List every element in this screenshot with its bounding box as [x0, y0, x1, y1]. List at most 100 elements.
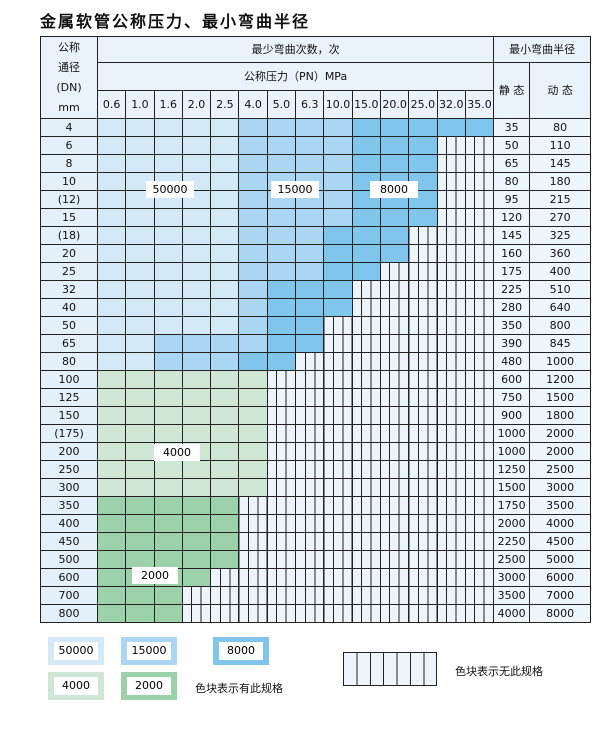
cell-cycles-2000 [181, 568, 212, 587]
cell-cycles-8000 [266, 352, 297, 371]
cell-cycles-50000 [125, 298, 155, 317]
cell-cycles-50000 [210, 244, 240, 263]
cell-unavailable [408, 514, 438, 533]
dynamic-radius-cell: 800 [529, 316, 592, 335]
cell-cycles-50000 [96, 244, 127, 263]
cell-cycles-8000 [408, 136, 438, 155]
cell-unavailable [408, 604, 438, 623]
table-row: 100 600 1200 [40, 370, 592, 389]
cell-unavailable [266, 478, 297, 497]
cell-cycles-8000 [351, 136, 381, 155]
cell-cycles-4000 [153, 460, 183, 479]
cell-unavailable [436, 460, 466, 479]
cell-cycles-4000 [125, 406, 155, 425]
dn-header-line: 通径 [58, 60, 80, 74]
cell-unavailable [295, 532, 325, 551]
cell-unavailable [266, 442, 297, 461]
cell-cycles-2000 [210, 496, 240, 515]
cell-cycles-15000 [238, 154, 268, 173]
cell-cycles-2000 [96, 550, 127, 569]
cell-cycles-2000 [96, 514, 127, 533]
static-radius-cell: 1500 [493, 478, 531, 497]
cell-cycles-50000 [153, 226, 183, 245]
cell-unavailable [436, 496, 466, 515]
cell-unavailable [379, 514, 410, 533]
static-radius-cell: 1250 [493, 460, 531, 479]
legend-15000: 15000 [121, 637, 177, 665]
cell-unavailable [351, 550, 381, 569]
cell-unavailable [408, 370, 438, 389]
cell-unavailable [238, 514, 268, 533]
cell-unavailable [323, 514, 353, 533]
cell-cycles-15000 [266, 154, 297, 173]
cell-unavailable [295, 514, 325, 533]
cell-unavailable [323, 424, 353, 443]
cell-unavailable [464, 298, 495, 317]
cell-unavailable [379, 442, 410, 461]
dn-cell: 32 [40, 280, 98, 299]
cell-cycles-50000 [210, 316, 240, 335]
dn-cell: 125 [40, 388, 98, 407]
cell-cycles-8000 [295, 298, 325, 317]
dn-cell: 700 [40, 586, 98, 605]
cell-unavailable [408, 262, 438, 281]
cell-unavailable [436, 244, 466, 263]
cell-unavailable [266, 388, 297, 407]
cell-unavailable [436, 208, 466, 227]
cell-cycles-4000 [96, 406, 127, 425]
cell-cycles-50000 [153, 262, 183, 281]
cell-cycles-50000 [96, 352, 127, 371]
cell-unavailable [323, 406, 353, 425]
cell-cycles-50000 [96, 298, 127, 317]
static-radius-cell: 900 [493, 406, 531, 425]
dynamic-radius-cell: 1800 [529, 406, 592, 425]
cell-cycles-2000 [153, 604, 183, 623]
cell-unavailable [351, 280, 381, 299]
region-label-50000: 50000 [146, 181, 194, 198]
dn-cell: 450 [40, 532, 98, 551]
cell-unavailable [238, 586, 268, 605]
cell-cycles-15000 [295, 118, 325, 137]
cell-cycles-8000 [323, 244, 353, 263]
dn-cell: 500 [40, 550, 98, 569]
cell-cycles-8000 [379, 118, 410, 137]
cell-cycles-15000 [238, 244, 268, 263]
table-row: 350 1750 3500 [40, 496, 592, 515]
cell-unavailable [379, 586, 410, 605]
cell-cycles-2000 [96, 532, 127, 551]
cell-cycles-50000 [125, 334, 155, 353]
cell-cycles-2000 [125, 586, 155, 605]
pressure-col-header: 2.5 [210, 90, 240, 119]
static-radius-cell: 750 [493, 388, 531, 407]
cell-unavailable [379, 460, 410, 479]
dynamic-radius-cell: 845 [529, 334, 592, 353]
cell-unavailable [408, 226, 438, 245]
table-row: (175) 1000 2000 [40, 424, 592, 443]
dn-cell: (12) [40, 190, 98, 209]
cell-cycles-50000 [125, 262, 155, 281]
cell-unavailable [436, 262, 466, 281]
cell-unavailable [266, 424, 297, 443]
cell-cycles-50000 [125, 208, 155, 227]
cell-cycles-8000 [379, 154, 410, 173]
cell-unavailable [436, 190, 466, 209]
cell-unavailable [436, 478, 466, 497]
cell-cycles-50000 [181, 298, 212, 317]
cell-unavailable [464, 352, 495, 371]
cell-unavailable [323, 586, 353, 605]
cell-cycles-15000 [238, 190, 268, 209]
legend-available-text: 色块表示有此规格 [195, 682, 283, 695]
cell-cycles-4000 [181, 478, 212, 497]
cell-cycles-4000 [238, 442, 268, 461]
cell-cycles-2000 [181, 550, 212, 569]
cell-unavailable [464, 568, 495, 587]
static-radius-cell: 225 [493, 280, 531, 299]
cell-unavailable [408, 460, 438, 479]
table-row: 4 35 80 [40, 118, 592, 137]
cell-unavailable [351, 478, 381, 497]
dn-cell: 4 [40, 118, 98, 137]
dynamic-radius-cell: 80 [529, 118, 592, 137]
dynamic-radius-cell: 2500 [529, 460, 592, 479]
dynamic-radius-cell: 2000 [529, 442, 592, 461]
cell-cycles-50000 [153, 118, 183, 137]
